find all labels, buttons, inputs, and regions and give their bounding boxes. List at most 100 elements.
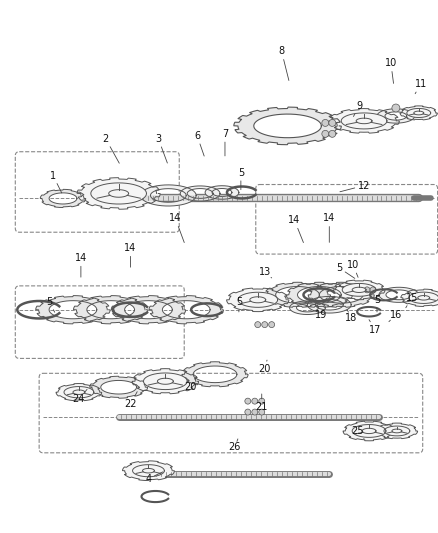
Text: 22: 22 [124, 392, 137, 409]
Text: 7: 7 [221, 129, 228, 156]
Circle shape [391, 104, 399, 112]
Polygon shape [64, 386, 94, 398]
PathPatch shape [180, 186, 219, 201]
Circle shape [369, 287, 375, 293]
Polygon shape [342, 284, 375, 296]
Polygon shape [73, 390, 85, 394]
Polygon shape [417, 295, 429, 300]
Polygon shape [91, 183, 146, 204]
Text: 11: 11 [413, 79, 426, 94]
Circle shape [261, 321, 267, 328]
Polygon shape [340, 113, 386, 129]
PathPatch shape [233, 107, 340, 144]
Polygon shape [399, 106, 436, 120]
Circle shape [328, 119, 335, 126]
Polygon shape [383, 426, 409, 436]
Polygon shape [400, 289, 438, 306]
Text: 2: 2 [102, 134, 119, 163]
Polygon shape [143, 373, 187, 390]
Text: 5: 5 [373, 295, 379, 312]
PathPatch shape [286, 282, 352, 307]
Polygon shape [332, 280, 384, 300]
Text: 10: 10 [346, 260, 358, 277]
Polygon shape [361, 429, 375, 434]
Polygon shape [406, 108, 430, 117]
Polygon shape [77, 177, 160, 209]
PathPatch shape [140, 185, 196, 206]
PathPatch shape [40, 189, 85, 207]
Polygon shape [56, 384, 102, 401]
Polygon shape [408, 292, 438, 303]
Text: 14: 14 [124, 243, 136, 267]
Text: 20: 20 [184, 377, 196, 392]
PathPatch shape [378, 287, 418, 302]
Polygon shape [351, 424, 385, 438]
Text: 14: 14 [288, 215, 303, 243]
Text: 1: 1 [50, 171, 62, 193]
PathPatch shape [307, 296, 350, 313]
Text: 14: 14 [74, 253, 87, 277]
Text: 8: 8 [278, 46, 288, 80]
Circle shape [254, 321, 260, 328]
PathPatch shape [111, 296, 185, 324]
PathPatch shape [89, 376, 147, 398]
PathPatch shape [307, 282, 374, 307]
Text: 10: 10 [384, 58, 396, 83]
Text: 24: 24 [73, 390, 87, 404]
Polygon shape [391, 429, 401, 433]
Text: 26: 26 [228, 439, 240, 452]
Text: 5: 5 [235, 297, 241, 312]
Text: 6: 6 [194, 131, 204, 156]
Polygon shape [237, 292, 277, 308]
Text: 4: 4 [145, 472, 162, 483]
Text: 14: 14 [322, 213, 335, 243]
Polygon shape [122, 461, 174, 481]
Circle shape [321, 119, 328, 126]
Text: 5: 5 [46, 297, 55, 312]
Polygon shape [132, 465, 164, 477]
PathPatch shape [148, 296, 223, 324]
Text: 21: 21 [255, 394, 267, 412]
Text: 3: 3 [155, 134, 167, 163]
Polygon shape [355, 118, 371, 124]
Polygon shape [142, 469, 154, 473]
Text: 14: 14 [169, 213, 184, 243]
Polygon shape [328, 109, 399, 133]
Polygon shape [226, 288, 288, 312]
Polygon shape [343, 421, 394, 441]
Circle shape [244, 398, 250, 404]
Text: 13: 13 [258, 267, 271, 278]
Text: 19: 19 [314, 305, 327, 320]
PathPatch shape [181, 362, 247, 387]
Polygon shape [157, 378, 173, 384]
PathPatch shape [205, 185, 238, 199]
Circle shape [258, 398, 264, 404]
Circle shape [244, 409, 250, 415]
PathPatch shape [35, 296, 110, 324]
Text: 15: 15 [405, 293, 417, 308]
Circle shape [251, 409, 257, 415]
Circle shape [321, 131, 328, 138]
Polygon shape [375, 423, 417, 439]
Circle shape [328, 131, 335, 138]
Text: 20: 20 [258, 360, 270, 374]
PathPatch shape [264, 282, 330, 307]
PathPatch shape [73, 296, 148, 324]
Polygon shape [132, 369, 198, 394]
Text: 9: 9 [353, 101, 361, 117]
Text: 5: 5 [336, 263, 354, 278]
Text: 17: 17 [368, 320, 380, 335]
Circle shape [258, 409, 264, 415]
Polygon shape [413, 111, 423, 115]
Text: 25: 25 [350, 426, 363, 439]
Text: 16: 16 [388, 310, 401, 321]
Text: 12: 12 [339, 181, 369, 192]
Text: 18: 18 [344, 310, 357, 322]
Circle shape [251, 398, 257, 404]
PathPatch shape [289, 301, 325, 314]
Circle shape [363, 287, 369, 293]
Polygon shape [351, 287, 365, 293]
Text: 5: 5 [237, 167, 244, 190]
Polygon shape [249, 297, 265, 303]
Circle shape [268, 321, 274, 328]
